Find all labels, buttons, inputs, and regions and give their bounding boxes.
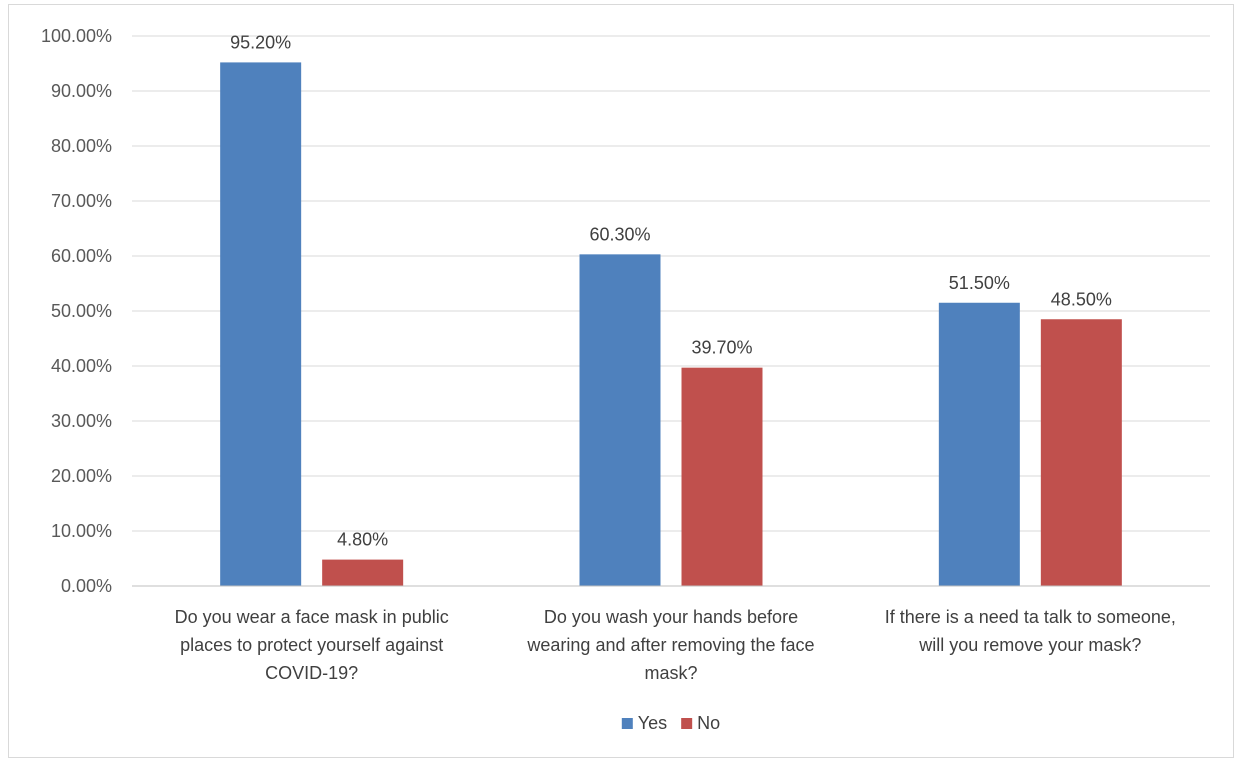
y-tick-label: 100.00% bbox=[41, 26, 112, 46]
category-label: COVID-19? bbox=[265, 663, 358, 683]
gridlines bbox=[132, 35, 1210, 532]
category-label: places to protect yourself against bbox=[180, 635, 443, 655]
y-tick-label: 70.00% bbox=[51, 191, 112, 211]
legend-swatch bbox=[681, 718, 693, 729]
category-label: wearing and after removing the face bbox=[526, 635, 814, 655]
data-label: 4.80% bbox=[337, 530, 388, 550]
y-tick-label: 30.00% bbox=[51, 411, 112, 431]
y-tick-label: 50.00% bbox=[51, 301, 112, 321]
bar-yes-3 bbox=[938, 302, 1020, 586]
category-label: Do you wear a face mask in public bbox=[175, 607, 449, 627]
category-labels: Do you wear a face mask in public places … bbox=[175, 607, 1176, 683]
category-label: will you remove your mask? bbox=[918, 635, 1141, 655]
legend: Yes No bbox=[621, 713, 720, 733]
bar-yes-2 bbox=[579, 254, 661, 586]
legend-item-yes: Yes bbox=[621, 713, 667, 733]
legend-item-no: No bbox=[681, 713, 720, 733]
bar-no-2 bbox=[681, 367, 763, 586]
bar-yes-1 bbox=[220, 62, 302, 586]
y-tick-label: 0.00% bbox=[61, 576, 112, 596]
y-tick-label: 80.00% bbox=[51, 136, 112, 156]
y-tick-label: 60.00% bbox=[51, 246, 112, 266]
y-axis-ticks: 0.00% 10.00% 20.00% 30.00% 40.00% 50.00% 60.00… bbox=[41, 26, 112, 596]
category-label: mask? bbox=[644, 663, 697, 683]
data-labels: 95.20% 4.80% 60.30% 39.70% 51.50% 48.50% bbox=[230, 32, 1112, 549]
data-label: 95.20% bbox=[230, 32, 291, 52]
legend-swatch bbox=[621, 718, 633, 729]
legend-label: Yes bbox=[638, 713, 667, 733]
data-label: 48.50% bbox=[1051, 289, 1112, 309]
y-tick-label: 40.00% bbox=[51, 356, 112, 376]
bar-no-1 bbox=[322, 559, 404, 586]
y-tick-label: 10.00% bbox=[51, 521, 112, 541]
category-label: Do you wash your hands before bbox=[544, 607, 798, 627]
data-label: 60.30% bbox=[589, 224, 650, 244]
legend-label: No bbox=[697, 713, 720, 733]
y-tick-label: 20.00% bbox=[51, 466, 112, 486]
category-label: If there is a need ta talk to someone, bbox=[885, 607, 1176, 627]
data-label: 39.70% bbox=[691, 338, 752, 358]
bar-no-3 bbox=[1040, 319, 1122, 586]
y-tick-label: 90.00% bbox=[51, 81, 112, 101]
data-label: 51.50% bbox=[949, 273, 1010, 293]
bars bbox=[220, 62, 1122, 586]
